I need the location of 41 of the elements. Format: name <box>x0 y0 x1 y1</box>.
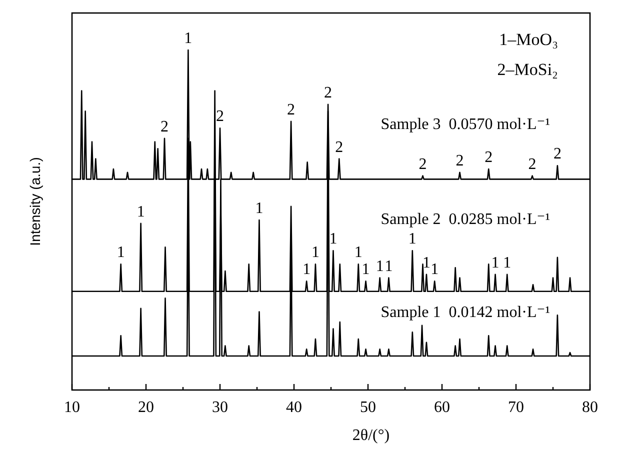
annotation: 1 <box>354 244 362 262</box>
annotation: 1 <box>362 261 370 278</box>
annotation: 1 <box>329 230 338 248</box>
text: 1–MoO₃ <box>499 30 558 49</box>
annotation: 2 <box>324 84 332 102</box>
annotation: 2 <box>528 156 536 173</box>
annotation: 2 <box>553 146 562 163</box>
annotation: 1 <box>184 30 192 47</box>
annotation: 1 <box>376 258 384 275</box>
annotation: 1 <box>408 230 416 248</box>
annotation: 1 <box>430 261 439 278</box>
x-axis-title: 2θ/(°) <box>352 427 390 444</box>
annotation: 2 <box>418 156 427 173</box>
x-tick-label: 60 <box>434 399 450 416</box>
annotation: 1 <box>116 244 125 262</box>
series-label: Sample 1 0.0142 mol·L⁻¹ <box>380 304 550 322</box>
text: Sample 3 0.0570 mol·L⁻¹ <box>380 116 550 134</box>
x-tick-label: 50 <box>360 399 376 416</box>
annotation: 1 <box>422 254 430 272</box>
annotation: 1 <box>491 254 500 272</box>
annotation: 2 <box>160 118 168 136</box>
annotation: 1 <box>136 203 145 220</box>
annotation: 1 <box>302 261 311 278</box>
x-tick-label: 30 <box>212 399 228 416</box>
annotation: 1 <box>311 244 320 262</box>
annotation: 1 <box>384 258 393 275</box>
y-axis-title: Intensity (a.u.) <box>27 157 43 246</box>
x-tick-label: 40 <box>286 399 302 416</box>
x-tick-label: 10 <box>64 399 80 416</box>
annotation: 2 <box>335 138 344 156</box>
x-tick-label: 80 <box>582 399 598 416</box>
annotation: 2 <box>287 101 296 118</box>
series-label: Sample 2 0.0285 mol·L⁻¹ <box>380 211 550 228</box>
annotation: 1 <box>503 254 512 272</box>
x-tick-label: 20 <box>138 399 154 416</box>
annotation: 2 <box>484 149 493 166</box>
annotation: 2–MoSi₂ <box>497 60 558 79</box>
annotation: 2 <box>216 108 224 126</box>
annotation: 1 <box>255 200 264 217</box>
x-tick-label: 70 <box>508 399 524 416</box>
annotation: 2 <box>456 152 464 170</box>
